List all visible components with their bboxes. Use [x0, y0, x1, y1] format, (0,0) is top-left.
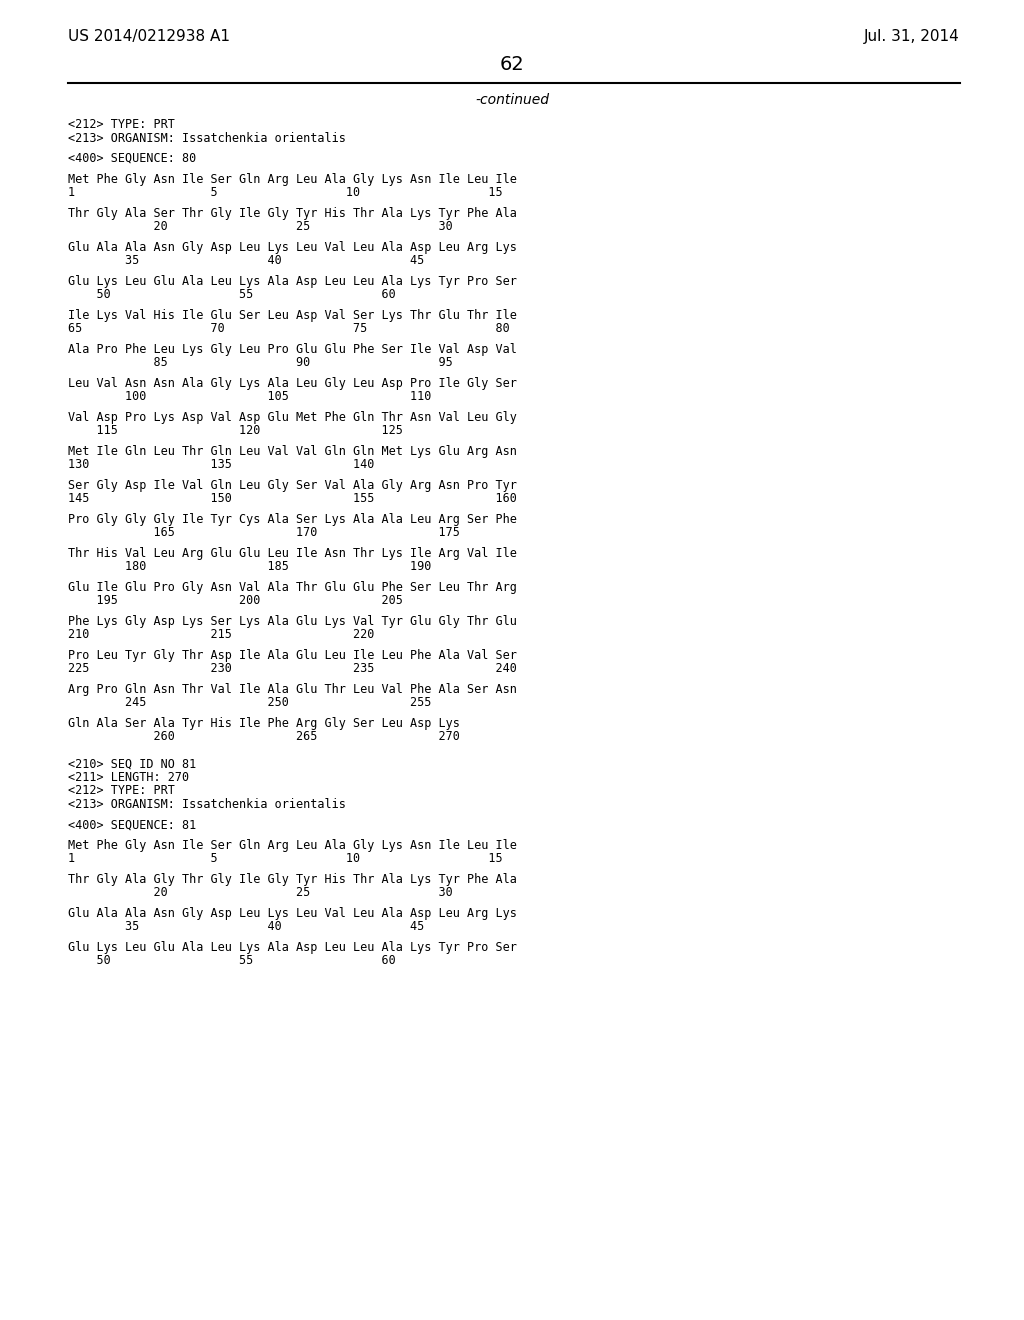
Text: Jul. 31, 2014: Jul. 31, 2014 — [864, 29, 961, 45]
Text: 20                  25                  30: 20 25 30 — [68, 887, 453, 899]
Text: 35                  40                  45: 35 40 45 — [68, 253, 424, 267]
Text: 35                  40                  45: 35 40 45 — [68, 920, 424, 933]
Text: Thr Gly Ala Ser Thr Gly Ile Gly Tyr His Thr Ala Lys Tyr Phe Ala: Thr Gly Ala Ser Thr Gly Ile Gly Tyr His … — [68, 206, 517, 219]
Text: Val Asp Pro Lys Asp Val Asp Glu Met Phe Gln Thr Asn Val Leu Gly: Val Asp Pro Lys Asp Val Asp Glu Met Phe … — [68, 411, 517, 424]
Text: 50                  55                  60: 50 55 60 — [68, 954, 395, 968]
Text: <400> SEQUENCE: 80: <400> SEQUENCE: 80 — [68, 152, 197, 165]
Text: <400> SEQUENCE: 81: <400> SEQUENCE: 81 — [68, 818, 197, 832]
Text: 180                 185                 190: 180 185 190 — [68, 560, 431, 573]
Text: Glu Lys Leu Glu Ala Leu Lys Ala Asp Leu Leu Ala Lys Tyr Pro Ser: Glu Lys Leu Glu Ala Leu Lys Ala Asp Leu … — [68, 275, 517, 288]
Text: Glu Ala Ala Asn Gly Asp Leu Lys Leu Val Leu Ala Asp Leu Arg Lys: Glu Ala Ala Asn Gly Asp Leu Lys Leu Val … — [68, 240, 517, 253]
Text: 165                 170                 175: 165 170 175 — [68, 525, 460, 539]
Text: 85                  90                  95: 85 90 95 — [68, 356, 453, 370]
Text: <213> ORGANISM: Issatchenkia orientalis: <213> ORGANISM: Issatchenkia orientalis — [68, 799, 346, 810]
Text: 195                 200                 205: 195 200 205 — [68, 594, 402, 607]
Text: Pro Gly Gly Gly Ile Tyr Cys Ala Ser Lys Ala Ala Leu Arg Ser Phe: Pro Gly Gly Gly Ile Tyr Cys Ala Ser Lys … — [68, 512, 517, 525]
Text: Glu Ala Ala Asn Gly Asp Leu Lys Leu Val Leu Ala Asp Leu Arg Lys: Glu Ala Ala Asn Gly Asp Leu Lys Leu Val … — [68, 907, 517, 920]
Text: Thr Gly Ala Gly Thr Gly Ile Gly Tyr His Thr Ala Lys Tyr Phe Ala: Thr Gly Ala Gly Thr Gly Ile Gly Tyr His … — [68, 873, 517, 886]
Text: 1                   5                  10                  15: 1 5 10 15 — [68, 186, 503, 199]
Text: 115                 120                 125: 115 120 125 — [68, 424, 402, 437]
Text: Arg Pro Gln Asn Thr Val Ile Ala Glu Thr Leu Val Phe Ala Ser Asn: Arg Pro Gln Asn Thr Val Ile Ala Glu Thr … — [68, 682, 517, 696]
Text: US 2014/0212938 A1: US 2014/0212938 A1 — [68, 29, 230, 45]
Text: <210> SEQ ID NO 81: <210> SEQ ID NO 81 — [68, 758, 197, 771]
Text: 145                 150                 155                 160: 145 150 155 160 — [68, 492, 517, 506]
Text: Glu Lys Leu Glu Ala Leu Lys Ala Asp Leu Leu Ala Lys Tyr Pro Ser: Glu Lys Leu Glu Ala Leu Lys Ala Asp Leu … — [68, 941, 517, 954]
Text: Thr His Val Leu Arg Glu Glu Leu Ile Asn Thr Lys Ile Arg Val Ile: Thr His Val Leu Arg Glu Glu Leu Ile Asn … — [68, 546, 517, 560]
Text: -continued: -continued — [475, 92, 549, 107]
Text: Pro Leu Tyr Gly Thr Asp Ile Ala Glu Leu Ile Leu Phe Ala Val Ser: Pro Leu Tyr Gly Thr Asp Ile Ala Glu Leu … — [68, 648, 517, 661]
Text: 260                 265                 270: 260 265 270 — [68, 730, 460, 743]
Text: 100                 105                 110: 100 105 110 — [68, 389, 431, 403]
Text: Phe Lys Gly Asp Lys Ser Lys Ala Glu Lys Val Tyr Glu Gly Thr Glu: Phe Lys Gly Asp Lys Ser Lys Ala Glu Lys … — [68, 615, 517, 627]
Text: <212> TYPE: PRT: <212> TYPE: PRT — [68, 784, 175, 797]
Text: Leu Val Asn Asn Ala Gly Lys Ala Leu Gly Leu Asp Pro Ile Gly Ser: Leu Val Asn Asn Ala Gly Lys Ala Leu Gly … — [68, 376, 517, 389]
Text: <212> TYPE: PRT: <212> TYPE: PRT — [68, 117, 175, 131]
Text: <211> LENGTH: 270: <211> LENGTH: 270 — [68, 771, 189, 784]
Text: Met Ile Gln Leu Thr Gln Leu Val Val Gln Gln Met Lys Glu Arg Asn: Met Ile Gln Leu Thr Gln Leu Val Val Gln … — [68, 445, 517, 458]
Text: 65                  70                  75                  80: 65 70 75 80 — [68, 322, 510, 335]
Text: Glu Ile Glu Pro Gly Asn Val Ala Thr Glu Glu Phe Ser Leu Thr Arg: Glu Ile Glu Pro Gly Asn Val Ala Thr Glu … — [68, 581, 517, 594]
Text: Met Phe Gly Asn Ile Ser Gln Arg Leu Ala Gly Lys Asn Ile Leu Ile: Met Phe Gly Asn Ile Ser Gln Arg Leu Ala … — [68, 840, 517, 851]
Text: 1                   5                  10                  15: 1 5 10 15 — [68, 853, 503, 866]
Text: <213> ORGANISM: Issatchenkia orientalis: <213> ORGANISM: Issatchenkia orientalis — [68, 132, 346, 144]
Text: Ala Pro Phe Leu Lys Gly Leu Pro Glu Glu Phe Ser Ile Val Asp Val: Ala Pro Phe Leu Lys Gly Leu Pro Glu Glu … — [68, 342, 517, 355]
Text: 210                 215                 220: 210 215 220 — [68, 628, 375, 642]
Text: 130                 135                 140: 130 135 140 — [68, 458, 375, 471]
Text: 20                  25                  30: 20 25 30 — [68, 220, 453, 234]
Text: 62: 62 — [500, 55, 524, 74]
Text: Gln Ala Ser Ala Tyr His Ile Phe Arg Gly Ser Leu Asp Lys: Gln Ala Ser Ala Tyr His Ile Phe Arg Gly … — [68, 717, 460, 730]
Text: 50                  55                  60: 50 55 60 — [68, 288, 395, 301]
Text: Met Phe Gly Asn Ile Ser Gln Arg Leu Ala Gly Lys Asn Ile Leu Ile: Met Phe Gly Asn Ile Ser Gln Arg Leu Ala … — [68, 173, 517, 186]
Text: 225                 230                 235                 240: 225 230 235 240 — [68, 663, 517, 675]
Text: Ser Gly Asp Ile Val Gln Leu Gly Ser Val Ala Gly Arg Asn Pro Tyr: Ser Gly Asp Ile Val Gln Leu Gly Ser Val … — [68, 479, 517, 491]
Text: Ile Lys Val His Ile Glu Ser Leu Asp Val Ser Lys Thr Glu Thr Ile: Ile Lys Val His Ile Glu Ser Leu Asp Val … — [68, 309, 517, 322]
Text: 245                 250                 255: 245 250 255 — [68, 696, 431, 709]
